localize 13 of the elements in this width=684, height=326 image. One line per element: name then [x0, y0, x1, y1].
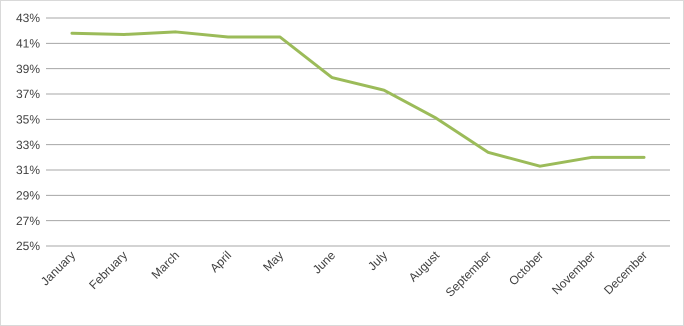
y-tick-label: 37%: [16, 87, 40, 102]
y-tick-label: 27%: [16, 214, 40, 228]
y-tick-label: 33%: [16, 138, 40, 152]
x-tick-label: May: [260, 248, 286, 274]
line-series: [70, 30, 646, 168]
y-tick-label: 41%: [16, 36, 40, 51]
y-tick-label: 43%: [16, 11, 40, 26]
y-tick-label: 31%: [16, 163, 40, 178]
x-tick-label: July: [365, 248, 390, 274]
y-tick-label: 29%: [16, 188, 40, 203]
y-tick-label: 35%: [16, 112, 40, 127]
y-tick-label: 39%: [16, 62, 40, 76]
y-tick-label: 25%: [16, 239, 40, 254]
